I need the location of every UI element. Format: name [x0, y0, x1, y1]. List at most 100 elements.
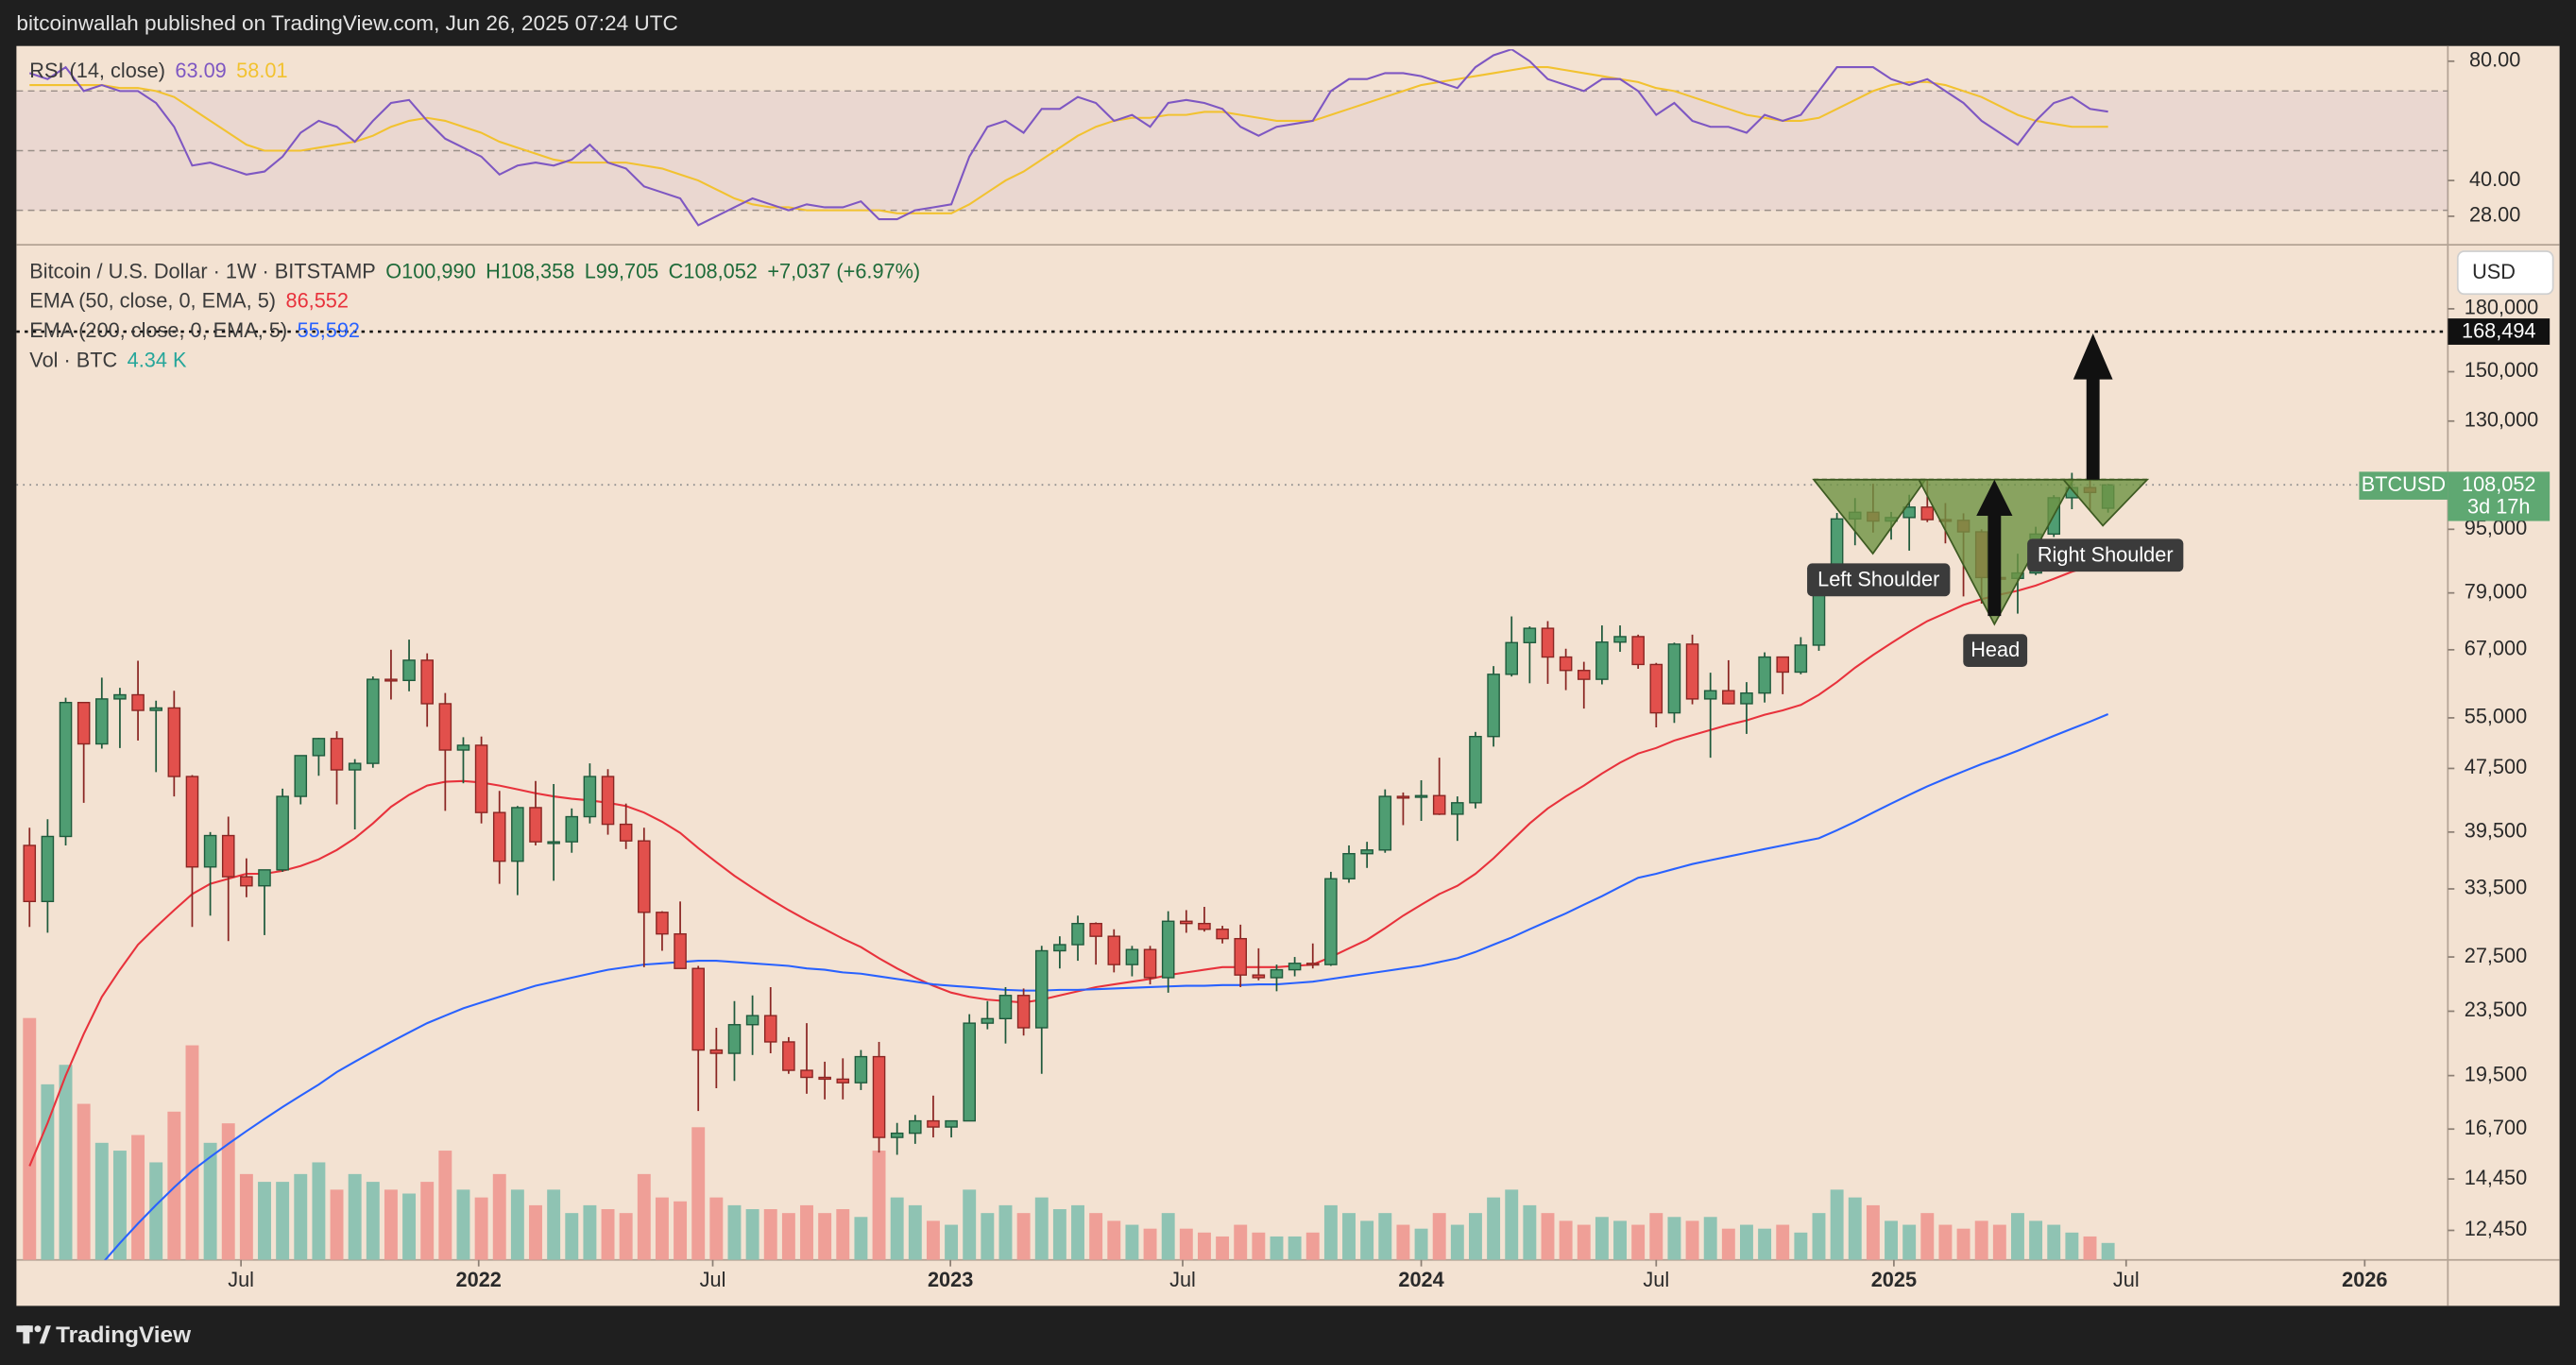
candle-body: [981, 1017, 995, 1024]
candle-body: [998, 995, 1013, 1020]
volume-bar: [529, 1204, 542, 1260]
volume-bar: [149, 1162, 163, 1260]
volume-bar: [745, 1209, 759, 1260]
candle-body: [619, 823, 633, 842]
volume-bar: [59, 1065, 73, 1260]
volume-bar: [2083, 1236, 2097, 1260]
logo-mark: [34, 1325, 42, 1333]
volume-bar: [1305, 1232, 1320, 1260]
volume-bar: [800, 1204, 813, 1260]
volume-bar: [1016, 1213, 1031, 1260]
candle-body: [1234, 937, 1248, 976]
y-tick-label: 14,450: [2465, 1166, 2527, 1189]
logo-mark: [39, 1325, 51, 1344]
ohlc-value: H108,358: [486, 259, 574, 282]
volume-bar: [601, 1209, 615, 1260]
candle-body: [1505, 641, 1519, 675]
volume-bar: [1234, 1224, 1248, 1260]
candle-body: [1414, 794, 1428, 798]
volume-bar: [655, 1197, 669, 1260]
volume-bar: [1885, 1220, 1898, 1260]
volume-bar: [402, 1193, 417, 1260]
volume-bar: [872, 1151, 886, 1260]
volume-bar: [1323, 1204, 1338, 1260]
volume-bar: [727, 1204, 742, 1260]
volume-bar: [1721, 1228, 1735, 1260]
volume-bar: [384, 1189, 398, 1260]
annotation-label: Head: [1970, 638, 2020, 661]
candle-body: [1559, 656, 1573, 672]
candle-body: [1071, 922, 1084, 946]
candle-body: [1288, 963, 1302, 971]
x-tick-label: 2025: [1871, 1268, 1917, 1291]
volume-bar: [1776, 1224, 1790, 1260]
publisher: bitcoinwallah published on TradingView.c…: [16, 11, 677, 35]
volume-bar: [1432, 1213, 1446, 1260]
volume-bar: [492, 1173, 506, 1260]
y-tick-label: 33,500: [2465, 876, 2527, 899]
ohlc-value: C108,052: [669, 259, 758, 282]
rsi-tick-label: 40.00: [2469, 167, 2520, 191]
volume-bar: [2101, 1242, 2115, 1260]
volume-bar: [1902, 1224, 1917, 1260]
x-tick-label: Jul: [1169, 1268, 1196, 1291]
arrow: [1976, 479, 2013, 617]
volume-bar: [2011, 1213, 2024, 1260]
candle-body: [1740, 691, 1753, 705]
volume-bar: [77, 1103, 91, 1260]
x-tick-label: 2026: [2342, 1268, 2387, 1291]
candle-body: [59, 701, 73, 838]
volume-bar: [890, 1197, 904, 1260]
volume-bar: [1613, 1220, 1627, 1260]
candle-body: [1216, 929, 1229, 940]
candle-body: [1396, 795, 1410, 799]
volume-bar: [23, 1017, 37, 1260]
candle-body: [727, 1024, 742, 1054]
volume-bar: [1758, 1228, 1772, 1260]
ohlc-value: O100,990: [385, 259, 475, 282]
x-tick-label: Jul: [700, 1268, 726, 1291]
candle-body: [1360, 849, 1373, 855]
legend-name: Bitcoin / U.S. Dollar · 1W · BITSTAMP: [29, 259, 375, 282]
volume-bar: [1179, 1228, 1193, 1260]
volume-bar: [1052, 1209, 1066, 1260]
candle-body: [909, 1119, 922, 1135]
candle-body: [1667, 643, 1681, 714]
volume-bar: [1830, 1189, 1844, 1260]
x-tick-label: Jul: [1643, 1268, 1669, 1291]
candle-body: [185, 776, 199, 868]
y-tick-label: 12,450: [2465, 1217, 2527, 1240]
legend-name: RSI (14, close): [29, 59, 165, 82]
volume-bar: [818, 1213, 832, 1260]
volume-bar: [1468, 1213, 1482, 1260]
candle-body: [674, 932, 687, 969]
candle-body: [745, 1015, 759, 1026]
candle-body: [1161, 920, 1175, 979]
candle-body: [348, 762, 362, 771]
volume-bar: [294, 1173, 308, 1260]
volume-bar: [41, 1083, 55, 1260]
pattern: Left Shoulder Head Right Shoulder: [1807, 333, 2184, 667]
volume-bar: [547, 1189, 561, 1260]
volume-bar: [330, 1189, 344, 1260]
ohlc-value: L99,705: [585, 259, 659, 282]
y-tick-label: 16,700: [2465, 1116, 2527, 1139]
x-tick-label: Jul: [2113, 1268, 2140, 1291]
volume-bar: [276, 1182, 290, 1260]
volume-bar: [1143, 1228, 1157, 1260]
volume-bar: [510, 1189, 524, 1260]
volume-bar: [1577, 1224, 1591, 1260]
last-price-tag: [2448, 471, 2550, 521]
ohlc-value: +7,037 (+6.97%): [767, 259, 920, 282]
candle-body: [420, 659, 434, 705]
y-tick-label: 130,000: [2465, 407, 2539, 431]
candle-body: [547, 841, 560, 845]
candle-body: [1703, 690, 1717, 700]
candle-body: [1270, 968, 1284, 979]
volume-bar: [981, 1213, 995, 1260]
volume-bar: [221, 1123, 235, 1260]
volume-bar: [1631, 1224, 1646, 1260]
candle-body: [529, 807, 542, 843]
volume-bar: [998, 1204, 1013, 1260]
